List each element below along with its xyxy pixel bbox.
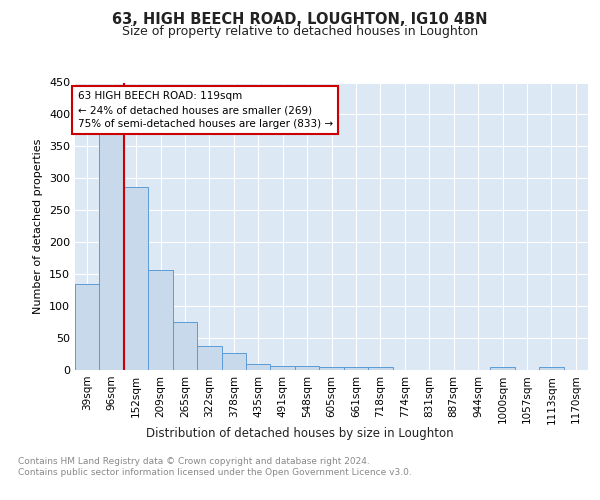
Bar <box>124 186 148 370</box>
Bar <box>148 270 173 370</box>
Bar <box>221 353 246 370</box>
Y-axis label: Number of detached properties: Number of detached properties <box>34 138 43 314</box>
Bar <box>368 367 392 370</box>
Bar <box>490 368 515 370</box>
Bar <box>295 366 319 370</box>
Text: Distribution of detached houses by size in Loughton: Distribution of detached houses by size … <box>146 428 454 440</box>
Bar <box>539 368 563 370</box>
Bar <box>75 284 100 370</box>
Bar <box>173 322 197 370</box>
Bar <box>271 366 295 370</box>
Text: 63, HIGH BEECH ROAD, LOUGHTON, IG10 4BN: 63, HIGH BEECH ROAD, LOUGHTON, IG10 4BN <box>112 12 488 28</box>
Bar <box>197 346 221 370</box>
Bar <box>246 364 271 370</box>
Text: Size of property relative to detached houses in Loughton: Size of property relative to detached ho… <box>122 25 478 38</box>
Bar <box>344 367 368 370</box>
Bar <box>100 134 124 370</box>
Text: Contains HM Land Registry data © Crown copyright and database right 2024.
Contai: Contains HM Land Registry data © Crown c… <box>18 458 412 477</box>
Bar <box>319 368 344 370</box>
Text: 63 HIGH BEECH ROAD: 119sqm
← 24% of detached houses are smaller (269)
75% of sem: 63 HIGH BEECH ROAD: 119sqm ← 24% of deta… <box>77 91 332 129</box>
